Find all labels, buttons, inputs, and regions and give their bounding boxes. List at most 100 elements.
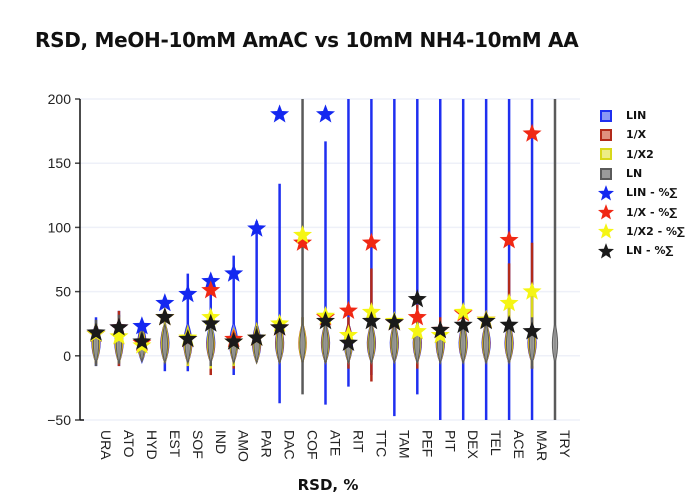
violin-body-ln-dex	[460, 321, 467, 366]
legend-label: LN	[626, 167, 643, 181]
violin-body-ln-dac	[276, 323, 283, 366]
star-ln-mar	[522, 321, 542, 340]
legend-label: LN - %∑	[626, 244, 674, 258]
legend-label: 1/X2	[626, 147, 654, 161]
star-icon	[598, 242, 614, 259]
star-1x2-cof	[293, 225, 313, 244]
star-ln-ate	[315, 311, 336, 330]
star-1x-rit	[338, 300, 358, 319]
x-tick-label: RIT	[350, 430, 366, 453]
legend-swatch	[600, 148, 612, 161]
star-ln-ace	[499, 314, 519, 334]
violin-body-ln-ate	[322, 321, 329, 366]
x-tick-label: ATO	[121, 430, 137, 458]
legend-label: 1/X	[626, 128, 647, 142]
legend-item-lin[interactable]: LIN - %∑	[598, 183, 685, 202]
star-lin-amo	[224, 263, 244, 282]
y-tick-label: 0	[63, 348, 71, 364]
violin-body-ln-cof	[299, 321, 306, 366]
axes: −50 0 50 100 150 200 URA ATO HYD EST SOF IND AMO PAR D…	[47, 91, 573, 462]
violin-layer	[91, 99, 559, 420]
x-tick-label: TTC	[373, 430, 389, 457]
star-ln-tel	[476, 311, 496, 330]
legend-item-ln[interactable]: LN - %∑	[598, 241, 685, 260]
x-tick-label: ATE	[328, 430, 344, 456]
star-1x-ttc	[361, 232, 381, 251]
x-tick-label: SOF	[190, 430, 206, 459]
violin-body-ln-ttc	[368, 321, 375, 366]
star-ln-hyd	[132, 331, 152, 350]
legend: LIN 1/X 1/X2 LN LIN - %∑ 1/X - %∑ 1/X2 - %∑ LN …	[598, 106, 685, 260]
y-tick-label: 150	[48, 155, 72, 171]
x-tick-label: ACE	[511, 430, 527, 459]
star-ln-par	[247, 327, 267, 346]
violin-body-ln-ace	[505, 321, 513, 366]
star-ln-ato	[109, 317, 129, 336]
star-1x2-mar	[522, 281, 542, 300]
star-ln-pit	[430, 320, 450, 339]
x-tick-label: EST	[167, 430, 183, 458]
x-tick-label: PEF	[419, 430, 435, 457]
x-tick-label: MAR	[534, 430, 550, 461]
x-tick-label: IND	[213, 430, 229, 454]
star-ln-ind	[201, 313, 221, 332]
star-ln-pef	[407, 289, 427, 308]
y-tick-label: 100	[48, 219, 72, 235]
star-icon	[598, 204, 614, 220]
y-tick-label: −50	[47, 412, 71, 428]
star-marker-layer	[86, 104, 542, 354]
star-ln-dex	[453, 314, 473, 334]
x-tick-label: URA	[98, 430, 114, 460]
x-tick-label: AMO	[236, 430, 252, 462]
star-1x-cof	[293, 232, 313, 251]
star-ln-sof	[178, 329, 198, 348]
legend-item-1-x2[interactable]: 1/X2 - %∑	[598, 222, 685, 241]
star-1x-mar	[522, 123, 542, 142]
star-lin-ate	[315, 104, 336, 123]
x-tick-label: DEX	[465, 430, 481, 459]
star-ln-dac	[270, 317, 290, 336]
x-tick-label: TAM	[396, 430, 412, 459]
star-ln-ttc	[361, 311, 381, 330]
star-lin-est	[155, 293, 175, 312]
violin-body-ln-est	[161, 323, 168, 366]
star-icon	[598, 223, 614, 239]
star-1x-pef	[407, 307, 427, 326]
legend-swatch	[600, 109, 612, 122]
y-tick-label: 50	[55, 284, 71, 300]
x-tick-label: TRY	[557, 430, 573, 458]
legend-item-ln[interactable]: LN	[598, 164, 685, 183]
violin-body-ln-tel	[483, 321, 490, 366]
legend-swatch	[600, 167, 612, 180]
legend-item-1-x2[interactable]: 1/X2	[598, 145, 685, 164]
star-1x-ind	[201, 280, 221, 299]
star-lin-par	[247, 218, 267, 237]
legend-label: LIN - %∑	[626, 186, 678, 200]
x-tick-label: PIT	[442, 430, 458, 452]
star-ln-est	[155, 307, 175, 326]
star-lin-sof	[178, 284, 198, 303]
x-tick-label: HYD	[144, 430, 160, 460]
legend-label: LIN	[626, 109, 647, 123]
legend-label: 1/X2 - %∑	[626, 224, 685, 238]
star-1x2-ato	[109, 326, 129, 345]
x-tick-label: TEL	[488, 430, 504, 456]
x-axis-title: RSD, %	[298, 476, 359, 494]
star-lin-hyd	[132, 316, 152, 335]
star-ln-tam	[384, 312, 404, 331]
star-lin-dac	[270, 104, 290, 123]
violin-body-ln-ind	[207, 323, 214, 366]
star-ln-amo	[224, 331, 244, 350]
star-ln-rit	[338, 332, 358, 352]
chart-title: RSD, MeOH-10mM AmAC vs 10mM NH4-10mM AA	[35, 28, 579, 52]
legend-item-1-x[interactable]: 1/X	[598, 125, 685, 144]
x-tick-label: COF	[305, 430, 321, 460]
legend-item-1-x[interactable]: 1/X - %∑	[598, 202, 685, 221]
x-tick-label: PAR	[259, 430, 275, 458]
legend-item-lin[interactable]: LIN	[598, 106, 685, 125]
y-tick-label: 200	[48, 91, 72, 107]
star-1x2-ace	[499, 293, 519, 312]
violin-body-ln-try	[551, 321, 559, 366]
legend-label: 1/X - %∑	[626, 205, 678, 219]
